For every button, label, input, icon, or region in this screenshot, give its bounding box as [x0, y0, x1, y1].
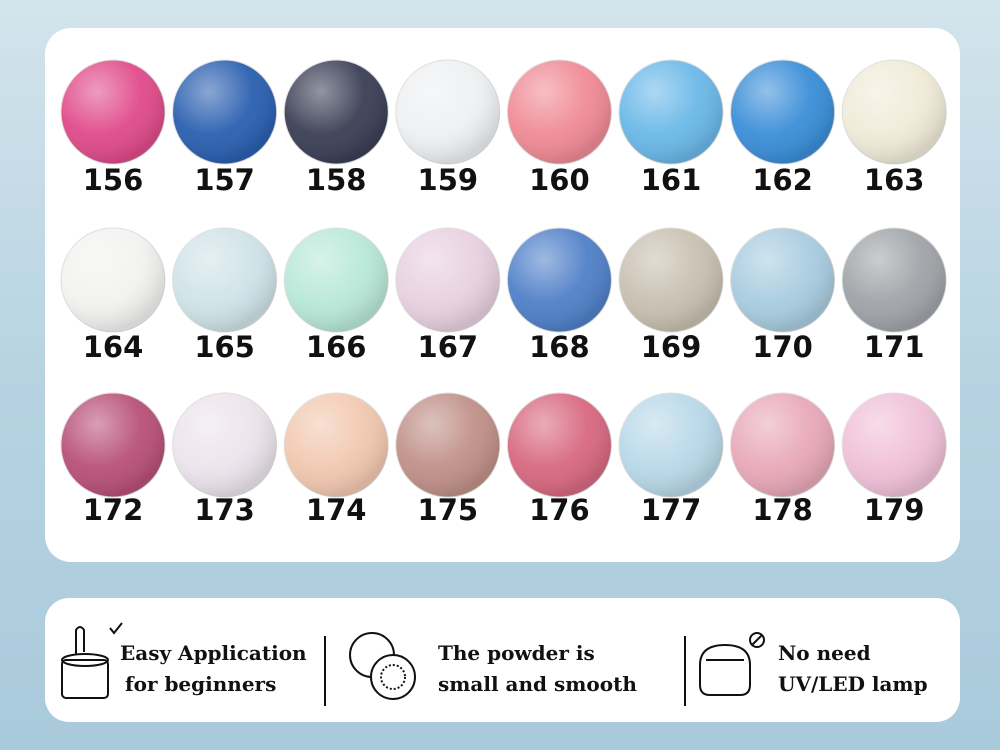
swatch-gloss [619, 393, 723, 497]
swatch-gloss [395, 228, 500, 332]
swatch-gloss [507, 228, 612, 332]
swatch-number: 179 [864, 493, 925, 527]
swatch-number: 177 [641, 493, 702, 527]
swatch-gloss [172, 60, 277, 164]
feature-panel [45, 598, 960, 722]
swatch-gloss [842, 393, 947, 497]
swatch-number: 159 [418, 163, 479, 197]
swatch-number: 161 [641, 163, 702, 197]
feature-text: for beginners [125, 672, 276, 696]
swatch-number: 178 [752, 493, 813, 527]
swatch-gloss [619, 60, 723, 164]
swatch-number: 168 [529, 330, 590, 364]
icon-application [61, 622, 123, 699]
icon-powder [349, 632, 416, 700]
swatch-number: 176 [529, 493, 590, 527]
swatch-number: 175 [418, 493, 479, 527]
swatch-gloss [284, 228, 389, 332]
swatch-number: 165 [194, 330, 255, 364]
swatch-gloss [730, 393, 835, 497]
swatch-gloss [172, 228, 277, 332]
swatch-gloss [172, 393, 277, 497]
swatch-gloss [395, 393, 500, 497]
feature-text: UV/LED lamp [778, 672, 928, 696]
swatch-number: 167 [418, 330, 479, 364]
swatch-gloss [842, 228, 947, 332]
swatch-gloss [61, 393, 165, 497]
feature-text: Easy Application [120, 641, 307, 665]
icon-lamp [699, 632, 765, 696]
feature-text: The powder is [438, 641, 595, 665]
swatch-gloss [842, 60, 947, 164]
swatch-number: 158 [306, 163, 367, 197]
feature-text: small and smooth [438, 672, 637, 696]
swatch-gloss [730, 60, 835, 164]
swatch-number: 157 [194, 163, 255, 197]
swatch-gloss [730, 228, 835, 332]
swatch-gloss [619, 228, 723, 332]
swatch-number: 171 [864, 330, 925, 364]
swatch-gloss [284, 60, 389, 164]
swatch-number: 156 [83, 163, 144, 197]
swatch-number: 174 [306, 493, 367, 527]
swatch-number: 164 [83, 330, 144, 364]
swatch-number: 169 [641, 330, 702, 364]
swatch-number: 166 [306, 330, 367, 364]
swatch-gloss [284, 393, 389, 497]
swatch-number: 160 [529, 163, 590, 197]
swatch-number: 172 [83, 493, 144, 527]
swatch-gloss [61, 228, 165, 332]
swatch-gloss [61, 60, 165, 164]
swatch-number: 162 [752, 163, 813, 197]
feature-text: No need [778, 641, 871, 665]
swatch-gloss [507, 60, 612, 164]
swatch-number: 163 [864, 163, 925, 197]
swatch-gloss [395, 60, 500, 164]
swatch-number: 170 [752, 330, 813, 364]
swatch-number: 173 [194, 493, 255, 527]
swatch-gloss [507, 393, 612, 497]
